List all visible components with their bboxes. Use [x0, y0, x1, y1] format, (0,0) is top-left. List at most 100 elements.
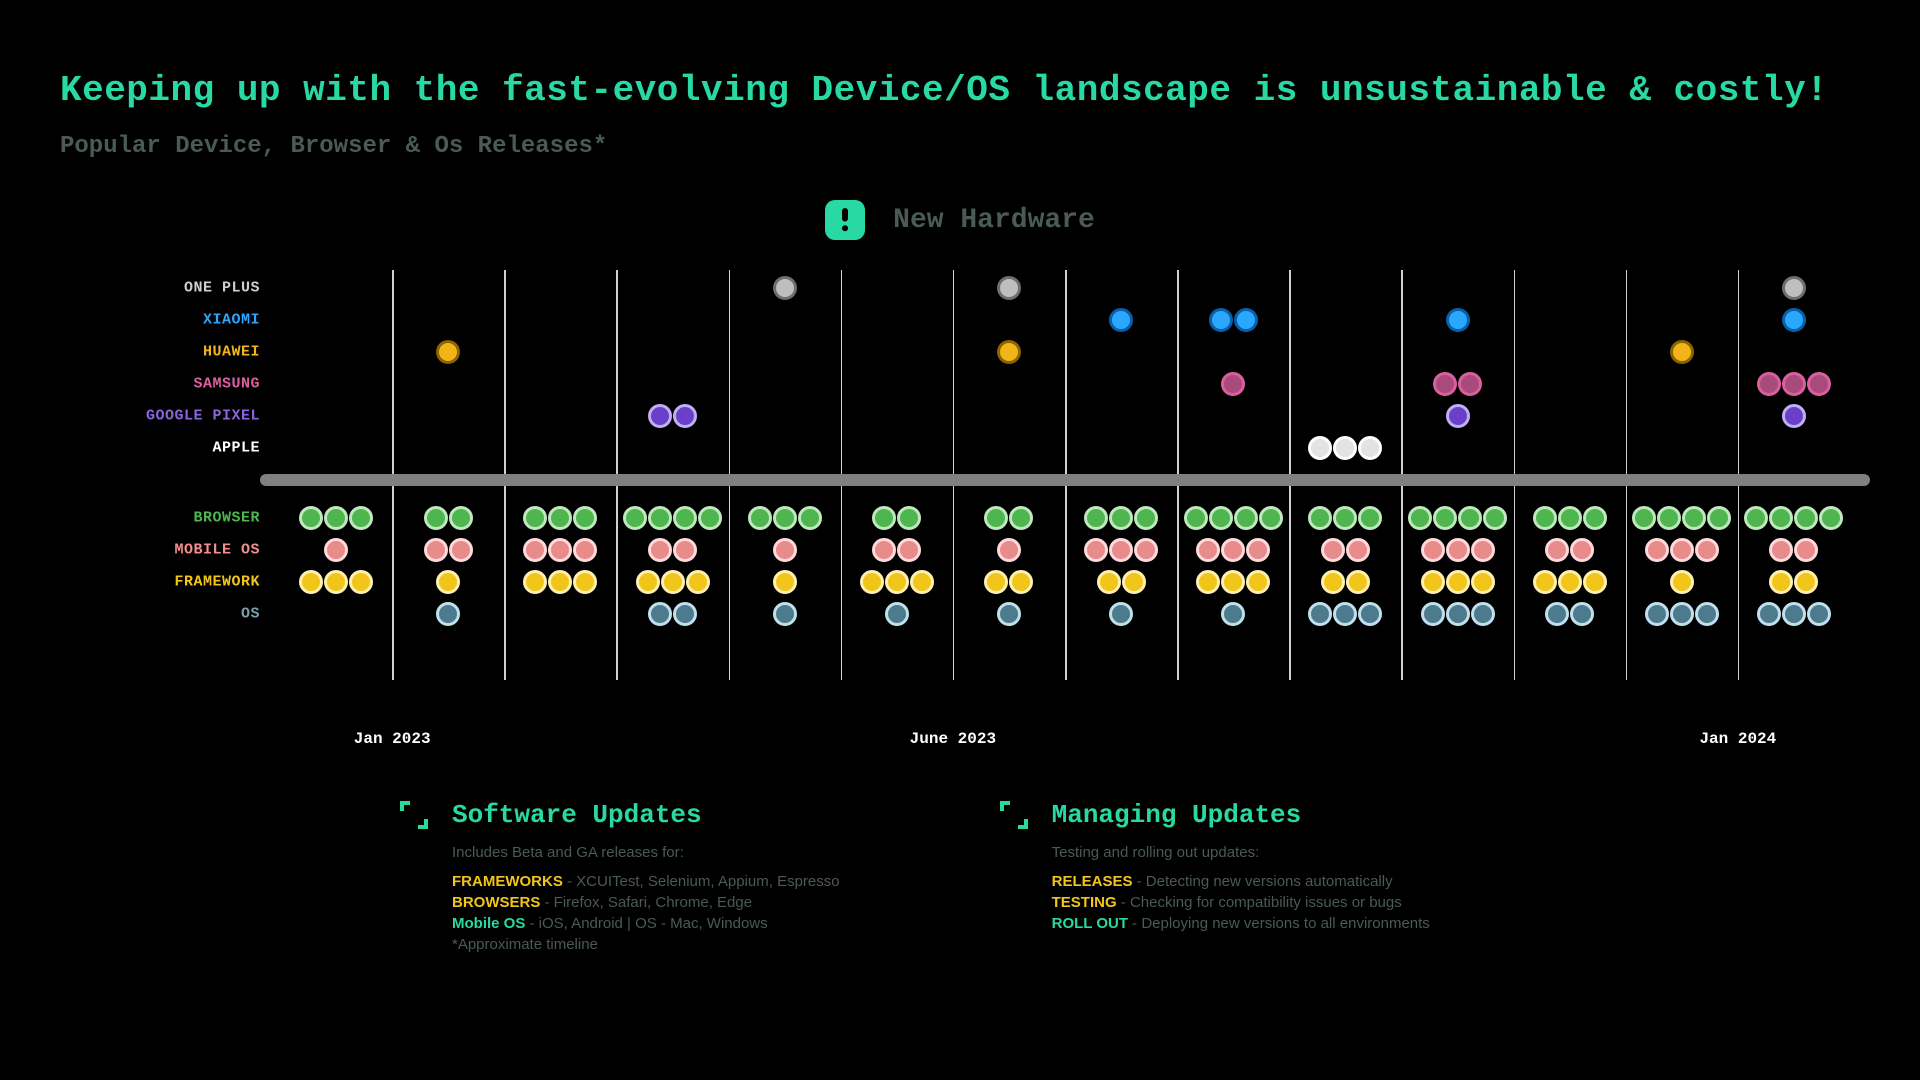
- event-dot-framework: [860, 570, 884, 594]
- event-dot-framework: [1221, 570, 1245, 594]
- event-dot-xiaomi: [1446, 308, 1470, 332]
- event-dot-os: [997, 602, 1021, 626]
- event-dot-browser: [1134, 506, 1158, 530]
- event-dot-os: [1308, 602, 1332, 626]
- event-dot-browser: [1408, 506, 1432, 530]
- event-dot-mobileos: [1645, 538, 1669, 562]
- event-dot-framework: [984, 570, 1008, 594]
- event-dot-framework: [1471, 570, 1495, 594]
- event-dot-framework: [299, 570, 323, 594]
- event-dot-framework: [1670, 570, 1694, 594]
- event-dot-framework: [1533, 570, 1557, 594]
- event-dot-mobileos: [773, 538, 797, 562]
- row-label-browser: BROWSER: [60, 510, 260, 527]
- event-dot-framework: [661, 570, 685, 594]
- event-dot-framework: [636, 570, 660, 594]
- event-dot-mobileos: [1545, 538, 1569, 562]
- event-dot-mobileos: [1196, 538, 1220, 562]
- hardware-badge-label: New Hardware: [893, 205, 1095, 236]
- row-label-apple: APPLE: [60, 440, 260, 457]
- event-dot-browser: [1682, 506, 1706, 530]
- event-dot-mobileos: [1221, 538, 1245, 562]
- event-dot-browser: [1769, 506, 1793, 530]
- event-dot-pixel: [648, 404, 672, 428]
- event-dot-framework: [548, 570, 572, 594]
- event-dot-browser: [1308, 506, 1332, 530]
- event-dot-browser: [698, 506, 722, 530]
- event-dot-os: [1471, 602, 1495, 626]
- event-dot-browser: [1458, 506, 1482, 530]
- event-dot-xiaomi: [1109, 308, 1133, 332]
- legend-line: BROWSERS - Firefox, Safari, Chrome, Edge: [452, 894, 840, 911]
- event-dot-framework: [1794, 570, 1818, 594]
- event-dot-mobileos: [673, 538, 697, 562]
- event-dot-mobileos: [1346, 538, 1370, 562]
- legend-line: RELEASES - Detecting new versions automa…: [1052, 873, 1430, 890]
- corner-icon: [1000, 801, 1028, 829]
- hardware-badge-row: New Hardware: [60, 200, 1860, 240]
- event-dot-os: [773, 602, 797, 626]
- event-dot-framework: [1009, 570, 1033, 594]
- row-label-mobileos: MOBILE OS: [60, 542, 260, 559]
- legend-line: Mobile OS - iOS, Android | OS - Mac, Win…: [452, 915, 840, 932]
- event-dot-browser: [984, 506, 1008, 530]
- legend-title: Software Updates: [452, 800, 702, 830]
- event-dot-browser: [1794, 506, 1818, 530]
- event-dot-mobileos: [1134, 538, 1158, 562]
- legend-line: *Approximate timeline: [452, 936, 840, 953]
- event-dot-mobileos: [1670, 538, 1694, 562]
- event-dot-os: [673, 602, 697, 626]
- event-dot-os: [1807, 602, 1831, 626]
- event-dot-browser: [1333, 506, 1357, 530]
- event-dot-mobileos: [997, 538, 1021, 562]
- event-dot-mobileos: [1769, 538, 1793, 562]
- event-dot-browser: [548, 506, 572, 530]
- event-dot-browser: [1433, 506, 1457, 530]
- event-dot-mobileos: [1084, 538, 1108, 562]
- legend-managing: Managing Updates Testing and rolling out…: [1000, 800, 1430, 957]
- event-dot-browser: [673, 506, 697, 530]
- event-dot-browser: [1234, 506, 1258, 530]
- event-dot-mobileos: [573, 538, 597, 562]
- legend-sub: Includes Beta and GA releases for:: [452, 844, 840, 861]
- event-dot-browser: [1009, 506, 1033, 530]
- event-dot-browser: [1632, 506, 1656, 530]
- event-dot-mobileos: [1421, 538, 1445, 562]
- event-dot-os: [1358, 602, 1382, 626]
- event-dot-mobileos: [1471, 538, 1495, 562]
- event-dot-browser: [1583, 506, 1607, 530]
- event-dot-framework: [349, 570, 373, 594]
- event-dot-samsung: [1757, 372, 1781, 396]
- event-dot-framework: [1321, 570, 1345, 594]
- timeline-axis: [260, 474, 1870, 486]
- event-dot-mobileos: [1570, 538, 1594, 562]
- event-dot-os: [1545, 602, 1569, 626]
- event-dot-browser: [1184, 506, 1208, 530]
- event-dot-framework: [910, 570, 934, 594]
- event-dot-browser: [449, 506, 473, 530]
- event-dot-samsung: [1221, 372, 1245, 396]
- event-dot-samsung: [1782, 372, 1806, 396]
- event-dot-mobileos: [648, 538, 672, 562]
- row-label-pixel: GOOGLE PIXEL: [60, 408, 260, 425]
- row-label-samsung: SAMSUNG: [60, 376, 260, 393]
- event-dot-browser: [1657, 506, 1681, 530]
- event-dot-apple: [1333, 436, 1357, 460]
- event-dot-os: [1333, 602, 1357, 626]
- event-dot-os: [885, 602, 909, 626]
- legend-line: FRAMEWORKS - XCUITest, Selenium, Appium,…: [452, 873, 840, 890]
- page-title: Keeping up with the fast-evolving Device…: [60, 70, 1860, 111]
- event-dot-framework: [1769, 570, 1793, 594]
- event-dot-browser: [748, 506, 772, 530]
- event-dot-framework: [573, 570, 597, 594]
- event-dot-browser: [324, 506, 348, 530]
- alert-icon: [825, 200, 865, 240]
- event-dot-os: [1570, 602, 1594, 626]
- event-dot-browser: [349, 506, 373, 530]
- legend: Software Updates Includes Beta and GA re…: [60, 800, 1860, 957]
- event-dot-mobileos: [872, 538, 896, 562]
- event-dot-mobileos: [1246, 538, 1270, 562]
- event-dot-browser: [1558, 506, 1582, 530]
- event-dot-mobileos: [548, 538, 572, 562]
- event-dot-mobileos: [449, 538, 473, 562]
